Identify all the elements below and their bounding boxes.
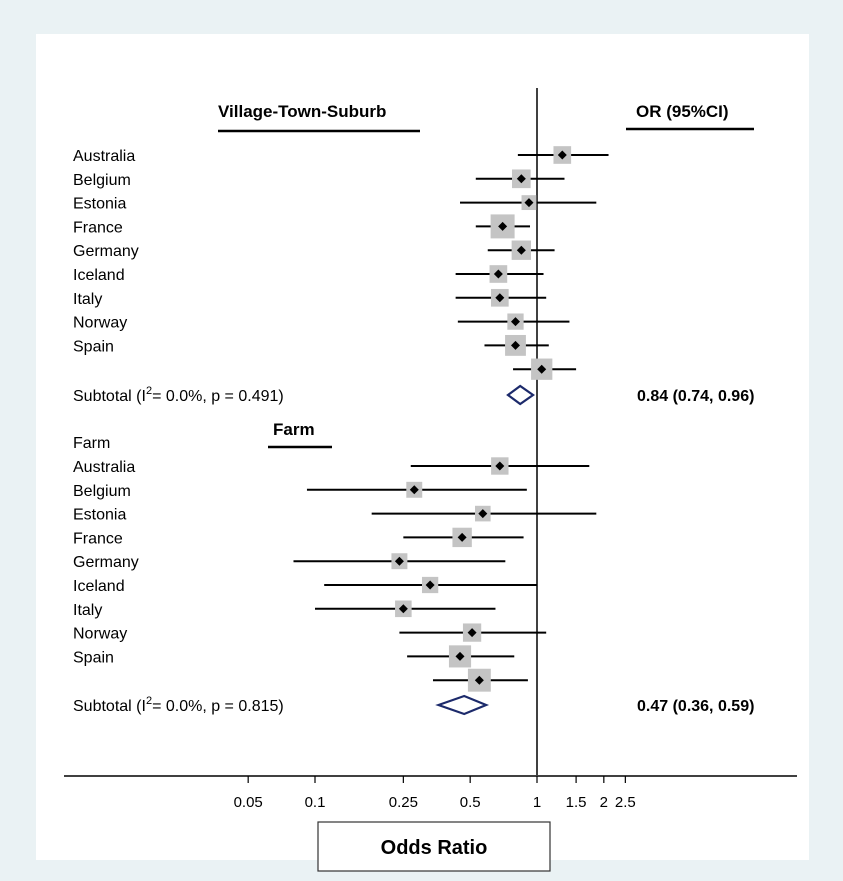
study-label: Germany	[73, 554, 139, 571]
study-label: Spain	[73, 649, 114, 666]
subtotal-label: Subtotal (I2= 0.0%, p = 0.491)	[73, 385, 284, 405]
group-header-row: Farm	[73, 435, 110, 452]
study-label: Germany	[73, 243, 139, 260]
study-label: Norway	[73, 626, 127, 643]
study-label: Belgium	[73, 172, 131, 189]
x-tick-label: 2	[600, 794, 608, 811]
study-label: Australia	[73, 459, 135, 476]
point-estimate	[478, 509, 488, 519]
x-tick-label: 0.5	[460, 794, 481, 811]
x-tick-label: 0.05	[234, 794, 263, 811]
point-estimate	[425, 580, 435, 590]
point-estimate	[537, 364, 547, 374]
subtotal-or-text: 0.84 (0.74, 0.96)	[637, 388, 754, 405]
x-tick-label: 2.5	[615, 794, 636, 811]
point-estimate	[516, 245, 526, 255]
subtotal-label: Subtotal (I2= 0.0%, p = 0.815)	[73, 695, 284, 715]
x-tick-label: 0.25	[389, 794, 418, 811]
column-title-or-ci: OR (95%CI)	[636, 102, 729, 121]
study-label: Australia	[73, 148, 135, 165]
x-axis-label: Odds Ratio	[381, 837, 488, 859]
study-label: France	[73, 530, 123, 547]
study-label: Belgium	[73, 483, 131, 500]
subtotal-diamond	[435, 694, 490, 716]
axis-label-box	[317, 821, 551, 872]
point-estimate	[409, 485, 419, 495]
subtotal-diamond	[506, 384, 535, 406]
study-label: France	[73, 219, 123, 236]
study-label: Iceland	[73, 267, 125, 284]
x-tick-label: 1	[533, 794, 541, 811]
study-label: Iceland	[73, 578, 125, 595]
point-estimate	[474, 675, 484, 685]
study-label: Estonia	[73, 196, 126, 213]
point-estimate	[398, 604, 408, 614]
point-estimate	[498, 221, 508, 231]
point-estimate	[455, 651, 465, 661]
point-estimate	[510, 340, 520, 350]
point-estimate	[457, 532, 467, 542]
point-estimate	[524, 198, 534, 208]
x-tick-label: 1.5	[566, 794, 587, 811]
point-estimate	[493, 269, 503, 279]
x-tick-label: 0.1	[305, 794, 326, 811]
group-title-village-town-suburb: Village-Town-Suburb	[218, 102, 386, 121]
study-label: Spain	[73, 338, 114, 355]
point-estimate	[495, 293, 505, 303]
group-title-farm: Farm	[273, 420, 315, 439]
study-label: Estonia	[73, 507, 126, 524]
study-label: Italy	[73, 291, 102, 308]
point-estimate	[495, 461, 505, 471]
point-estimate	[467, 628, 477, 638]
point-estimate	[557, 150, 567, 160]
study-label: Norway	[73, 315, 127, 332]
study-label: Italy	[73, 602, 102, 619]
point-estimate	[394, 556, 404, 566]
plot-panel	[36, 34, 809, 860]
point-estimate	[510, 317, 520, 327]
point-estimate	[516, 174, 526, 184]
subtotal-or-text: 0.47 (0.36, 0.59)	[637, 698, 754, 715]
